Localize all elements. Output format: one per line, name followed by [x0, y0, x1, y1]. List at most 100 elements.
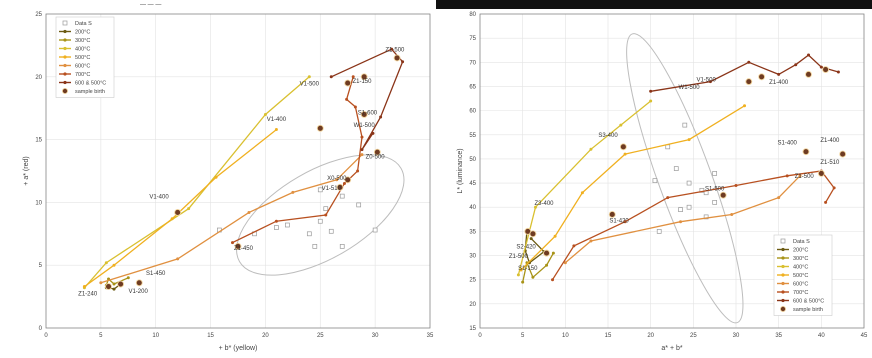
- y-tick-label: 15: [469, 326, 476, 332]
- series-point: [666, 196, 670, 200]
- legend-swatch-data-s: [780, 238, 786, 244]
- series-point: [390, 47, 394, 51]
- sample-birth-point: [135, 279, 143, 287]
- point-label: S3-400: [598, 133, 618, 139]
- point-label: Z1-400: [820, 138, 840, 144]
- series-point: [335, 178, 339, 182]
- legend-entry: 200°C: [75, 30, 90, 36]
- series-point: [730, 212, 734, 216]
- series-point: [379, 115, 383, 119]
- legend-swatch-birth: [780, 305, 787, 312]
- point-label: W1-500: [354, 123, 376, 129]
- y-axis-label: + a* (red): [23, 156, 30, 185]
- series-point: [329, 75, 333, 79]
- data-s-point: [328, 228, 334, 234]
- sample-birth-point: [360, 111, 368, 118]
- sample-birth-point: [344, 176, 352, 184]
- plot-frame: [45, 13, 431, 329]
- series-point: [345, 97, 349, 101]
- series-point: [619, 123, 623, 127]
- series-line: [564, 175, 801, 264]
- x-tick-label: 35: [427, 333, 434, 339]
- series-point: [82, 285, 86, 289]
- x-tick-label: 0: [478, 333, 482, 339]
- y-tick-label: 30: [469, 254, 476, 260]
- series-point: [785, 174, 789, 178]
- point-label: V1-500: [300, 82, 320, 88]
- sample-birth-point: [360, 73, 368, 81]
- series-point: [112, 282, 116, 286]
- sample-birth-point: [344, 79, 352, 87]
- x-tick-label: 20: [647, 333, 654, 339]
- x-tick-label: 45: [861, 333, 868, 339]
- y-tick-label: 0: [39, 326, 43, 332]
- y-tick-label: 50: [469, 157, 476, 163]
- y-tick-label: 70: [469, 60, 476, 66]
- sample-birth-point: [373, 148, 381, 156]
- right-plot: 15 20 25 30 35 40 45 50 55 60 65 70 75 80 0 5 10 15 20 25 30…: [457, 12, 868, 352]
- series-point: [360, 153, 364, 157]
- sample-birth-point: [117, 280, 125, 288]
- legend-swatch-point: [63, 72, 67, 76]
- point-label: X0-500: [327, 176, 347, 182]
- x-tick-label: 15: [207, 333, 214, 339]
- point-label: W1-500: [679, 85, 701, 91]
- legend-swatch-birth: [62, 88, 69, 95]
- series-point: [580, 191, 584, 195]
- series-point: [777, 196, 781, 200]
- series-point: [356, 169, 360, 173]
- data-s-point: [312, 244, 318, 249]
- series-point: [247, 210, 251, 214]
- legend-entry: sample birth: [793, 307, 823, 313]
- y-tick-label: 45: [469, 181, 476, 187]
- y-axis-label: L* (luminance): [457, 148, 464, 193]
- sample-birth-point: [719, 191, 727, 199]
- legend: Data S 200°C 300°C 400°C 500°C 600°C 700°C 600 …: [55, 16, 115, 98]
- data-s-point: [673, 166, 679, 171]
- sample-birth-point: [174, 208, 182, 216]
- sample-birth-point: [234, 242, 242, 250]
- data-s-point: [686, 180, 692, 186]
- legend: Data S 200°C 300°C 400°C 500°C 600°C 700°C 600 …: [773, 234, 833, 316]
- series-point: [747, 60, 751, 64]
- sample-birth-point: [336, 183, 344, 191]
- data-s-point: [317, 218, 323, 224]
- data-s-point: [356, 202, 362, 208]
- series-point: [743, 104, 747, 108]
- series-line: [331, 48, 404, 150]
- x-tick-label: 20: [262, 333, 269, 339]
- y-tick-label: 20: [35, 75, 42, 81]
- data-s-point: [274, 225, 279, 230]
- legend-entry: 400°C: [75, 47, 90, 53]
- y-tick-label: 15: [35, 138, 42, 144]
- data-s-point: [703, 214, 709, 220]
- data-s-point: [699, 187, 705, 193]
- series-point: [342, 182, 346, 186]
- x-tick-label: 40: [818, 333, 825, 339]
- sample-birth-point: [393, 54, 401, 62]
- y-tick-label: 75: [469, 36, 476, 42]
- point-label: V1-400: [267, 117, 287, 123]
- data-s-point: [306, 231, 312, 237]
- legend-swatch-point: [781, 247, 785, 252]
- x-tick-label: 5: [99, 333, 103, 339]
- y-tick-label: 80: [469, 12, 476, 18]
- series-line: [520, 105, 745, 271]
- sample-birth-point: [745, 78, 753, 86]
- point-label: Z0-500: [366, 154, 386, 160]
- series-point: [371, 131, 375, 135]
- point-label: Z1-150: [352, 79, 372, 85]
- x-tick-label: 15: [605, 333, 612, 339]
- data-s-point: [339, 244, 345, 249]
- series-point: [687, 138, 691, 142]
- series-point: [589, 239, 593, 243]
- x-tick-label: 10: [152, 333, 159, 339]
- y-tick-label: 25: [35, 12, 42, 18]
- series-line: [650, 54, 839, 92]
- legend-swatch-point: [781, 281, 785, 286]
- sample-birth-point: [822, 66, 830, 74]
- data-s-point: [665, 144, 671, 150]
- top-black-bar: [436, 0, 872, 9]
- y-tick-label: 20: [469, 302, 476, 308]
